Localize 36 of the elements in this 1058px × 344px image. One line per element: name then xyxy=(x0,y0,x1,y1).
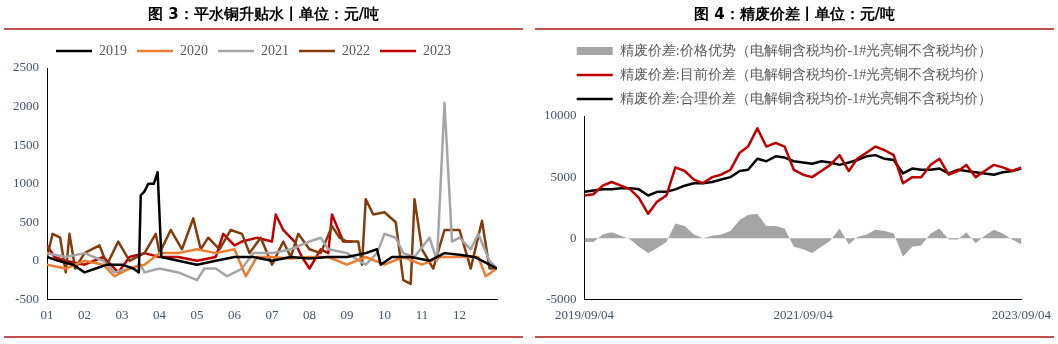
y-tick-label: 0 xyxy=(570,229,577,245)
x-tick-label: 12 xyxy=(453,306,466,322)
x-tick-label: 10 xyxy=(378,306,391,322)
legend-label: 2020 xyxy=(180,42,208,58)
legend-label: 2023 xyxy=(423,42,451,58)
x-tick-label: 03 xyxy=(115,306,129,322)
x-tick-label: 01 xyxy=(40,306,54,322)
chart-title: 图 3：平水铜升贴水丨单位：元/吨 xyxy=(4,0,523,30)
x-tick-label: 02 xyxy=(78,306,91,322)
x-tick-label: 2023/09/04 xyxy=(991,306,1052,322)
x-tick-label: 04 xyxy=(153,306,167,322)
x-tick-label: 08 xyxy=(303,306,316,322)
y-tick-label: 2000 xyxy=(13,97,39,113)
x-tick-label: 05 xyxy=(190,306,204,322)
legend-label: 精废价差:目前价差（电解铜含税均价-1#光亮铜不含税均价） xyxy=(619,66,993,82)
x-tick-label: 07 xyxy=(265,306,279,322)
chart-title: 图 4：精废价差丨单位：元/吨 xyxy=(535,0,1054,30)
y-tick-label: 5000 xyxy=(550,168,577,184)
x-tick-label: 2021/09/04 xyxy=(773,306,834,322)
y-tick-label: 10000 xyxy=(544,107,577,123)
y-tick-label: 1000 xyxy=(13,175,39,191)
y-tick-label: 1500 xyxy=(13,136,39,152)
x-tick-label: 11 xyxy=(415,306,429,322)
y-tick-label: 2500 xyxy=(13,59,39,75)
x-tick-label: 09 xyxy=(340,306,354,322)
legend-label: 2022 xyxy=(342,42,370,58)
legend-label: 2019 xyxy=(99,42,127,58)
y-tick-label: 500 xyxy=(19,213,39,229)
x-tick-label: 2019/09/04 xyxy=(554,306,615,322)
legend-label: 2021 xyxy=(261,42,289,58)
x-tick-label: 06 xyxy=(228,306,242,322)
y-tick-label: -500 xyxy=(15,290,39,306)
y-tick-label: 0 xyxy=(32,252,39,268)
y-tick-label: -5000 xyxy=(546,290,577,306)
legend-label: 精废价差:合理价差（电解铜含税均价-1#光亮铜不含税均价） xyxy=(619,90,993,106)
legend-label: 精废价差:价格优势（电解铜含税均价-1#光亮铜不含税均价） xyxy=(619,42,993,58)
